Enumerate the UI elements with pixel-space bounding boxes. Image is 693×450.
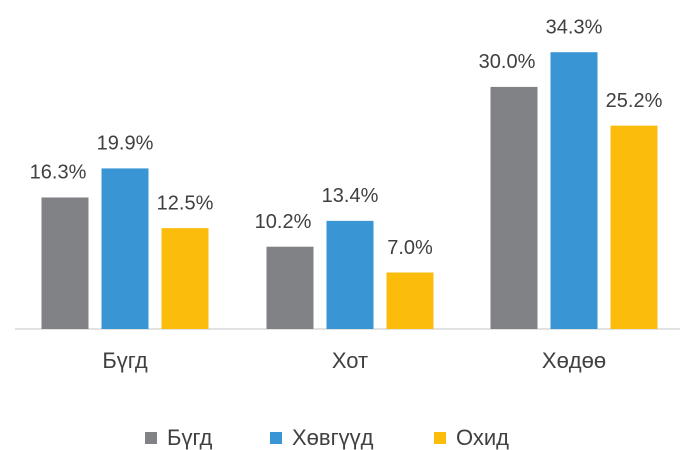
legend-label: Хөвгүүд [292,425,374,450]
legend-label: Бүгд [167,425,212,450]
bar [610,125,658,329]
x-tick-label: Хот [332,348,368,373]
data-label: 25.2% [606,90,663,112]
x-tick-label: Хөдөө [542,348,606,373]
legend-swatch [270,432,282,444]
x-tick-label: Бүгд [102,348,147,373]
legend-swatch [145,432,157,444]
bar [101,168,149,329]
bar [266,246,314,329]
bar [161,228,209,329]
data-label: 34.3% [546,16,603,38]
bar [550,52,598,329]
bar [41,197,89,329]
data-label: 7.0% [387,237,433,259]
data-label: 30.0% [479,51,536,73]
data-label: 10.2% [255,211,312,233]
legend-label: Охид [456,425,509,450]
data-label: 13.4% [322,185,379,207]
bar [386,272,434,329]
data-label: 19.9% [97,133,154,155]
data-label: 16.3% [30,162,87,184]
bar [490,86,538,330]
legend-swatch [434,432,446,444]
bar [326,220,374,329]
data-label: 12.5% [157,192,214,214]
